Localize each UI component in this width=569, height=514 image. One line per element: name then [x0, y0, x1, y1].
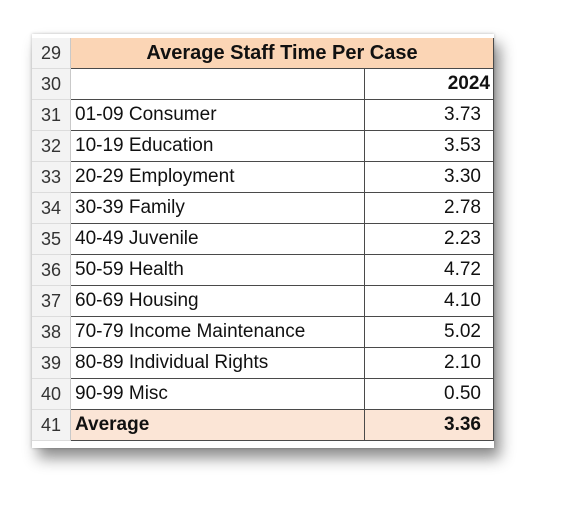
value-cell[interactable]: 4.10 [365, 286, 494, 317]
average-label-cell[interactable]: Average [71, 410, 365, 441]
table-row: 32 10-19 Education 3.53 [32, 131, 494, 162]
value-cell[interactable]: 2.10 [365, 348, 494, 379]
value-cell[interactable]: 0.50 [365, 379, 494, 410]
value-cell[interactable]: 3.73 [365, 100, 494, 131]
row-number[interactable]: 29 [32, 38, 71, 69]
table-row: 31 01-09 Consumer 3.73 [32, 100, 494, 131]
table-row: 40 90-99 Misc 0.50 [32, 379, 494, 410]
value-cell[interactable]: 2.78 [365, 193, 494, 224]
category-cell[interactable]: 01-09 Consumer [71, 100, 365, 131]
header-row: 30 2024 [32, 69, 494, 100]
category-cell[interactable]: 90-99 Misc [71, 379, 365, 410]
category-cell[interactable]: 60-69 Housing [71, 286, 365, 317]
table-row: 37 60-69 Housing 4.10 [32, 286, 494, 317]
category-cell[interactable]: 50-59 Health [71, 255, 365, 286]
value-cell[interactable]: 3.53 [365, 131, 494, 162]
header-label-cell[interactable] [71, 69, 365, 100]
table-row: 34 30-39 Family 2.78 [32, 193, 494, 224]
row-number[interactable]: 33 [32, 162, 71, 193]
value-cell[interactable]: 5.02 [365, 317, 494, 348]
row-number[interactable]: 31 [32, 100, 71, 131]
table-row: 35 40-49 Juvenile 2.23 [32, 224, 494, 255]
table-row: 39 80-89 Individual Rights 2.10 [32, 348, 494, 379]
category-cell[interactable]: 30-39 Family [71, 193, 365, 224]
category-cell[interactable]: 20-29 Employment [71, 162, 365, 193]
row-number[interactable]: 32 [32, 131, 71, 162]
row-number[interactable]: 38 [32, 317, 71, 348]
category-cell[interactable]: 70-79 Income Maintenance [71, 317, 365, 348]
row-number[interactable]: 39 [32, 348, 71, 379]
category-cell[interactable]: 10-19 Education [71, 131, 365, 162]
row-number[interactable]: 34 [32, 193, 71, 224]
title-row: 29 Average Staff Time Per Case [32, 38, 494, 69]
table-row: 38 70-79 Income Maintenance 5.02 [32, 317, 494, 348]
table-row: 36 50-59 Health 4.72 [32, 255, 494, 286]
average-value-cell[interactable]: 3.36 [365, 410, 494, 441]
value-cell[interactable]: 3.30 [365, 162, 494, 193]
spreadsheet-table: 29 Average Staff Time Per Case 30 2024 3… [32, 34, 494, 448]
value-cell[interactable]: 4.72 [365, 255, 494, 286]
row-number[interactable]: 41 [32, 410, 71, 441]
row-number[interactable]: 36 [32, 255, 71, 286]
row-number[interactable]: 40 [32, 379, 71, 410]
table-row: 33 20-29 Employment 3.30 [32, 162, 494, 193]
average-row: 41 Average 3.36 [32, 410, 494, 441]
row-number[interactable]: 35 [32, 224, 71, 255]
row-number[interactable]: 37 [32, 286, 71, 317]
value-cell[interactable]: 2.23 [365, 224, 494, 255]
category-cell[interactable]: 80-89 Individual Rights [71, 348, 365, 379]
category-cell[interactable]: 40-49 Juvenile [71, 224, 365, 255]
table-title-cell[interactable]: Average Staff Time Per Case [71, 38, 494, 69]
year-header-cell[interactable]: 2024 [365, 69, 494, 100]
row-number[interactable]: 30 [32, 69, 71, 100]
